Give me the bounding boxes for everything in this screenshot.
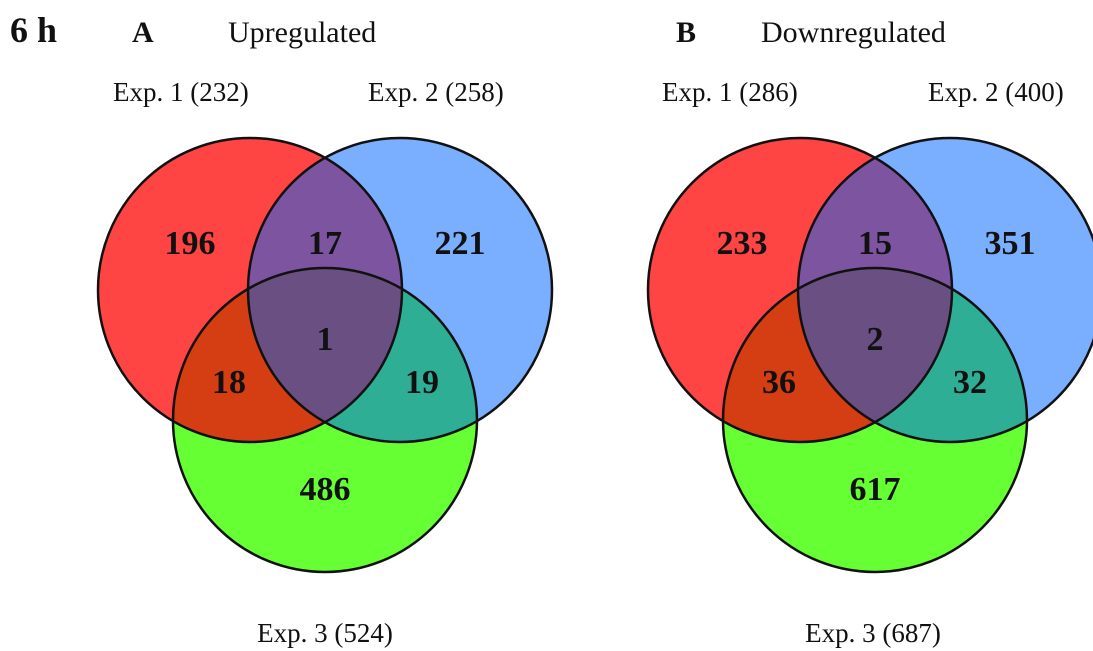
panel-title: Upregulated	[228, 16, 376, 49]
count-only-exp2: 351	[985, 225, 1036, 262]
set-label-exp3: Exp. 3 (687)	[805, 618, 941, 648]
set-label-exp2: Exp. 2 (400)	[928, 77, 1064, 107]
count-exp2-exp3: 19	[405, 364, 439, 401]
count-exp1-exp3: 36	[762, 364, 796, 401]
count-all: 1	[317, 321, 334, 358]
panel-letter: B	[676, 16, 696, 49]
panel-title: Downregulated	[761, 16, 946, 49]
set-outline-exp3	[721, 266, 1029, 574]
count-exp1-exp2: 17	[308, 225, 342, 262]
set-label-exp3: Exp. 3 (524)	[257, 618, 393, 648]
count-exp1-exp3: 18	[212, 364, 246, 401]
count-exp1-exp2: 15	[858, 225, 892, 262]
count-only-exp1: 233	[717, 225, 768, 262]
count-exp2-exp3: 32	[953, 364, 987, 401]
set-label-exp1: Exp. 1 (286)	[662, 77, 798, 107]
panel-b: B Downregulated Exp. 1 (286) Exp. 2 (400…	[646, 16, 1093, 648]
count-only-exp1: 196	[165, 225, 216, 262]
set-label-exp1: Exp. 1 (232)	[113, 77, 249, 107]
count-only-exp3: 617	[850, 471, 901, 508]
count-only-exp2: 221	[435, 225, 486, 262]
set-outline-exp3	[171, 266, 479, 574]
panel-letter: A	[132, 16, 154, 49]
count-only-exp3: 486	[300, 471, 351, 508]
set-label-exp2: Exp. 2 (258)	[368, 77, 504, 107]
count-all: 2	[867, 321, 884, 358]
timepoint-label: 6 h	[10, 10, 57, 50]
panel-a: A Upregulated Exp. 1 (232) Exp. 2 (258) …	[96, 16, 554, 648]
